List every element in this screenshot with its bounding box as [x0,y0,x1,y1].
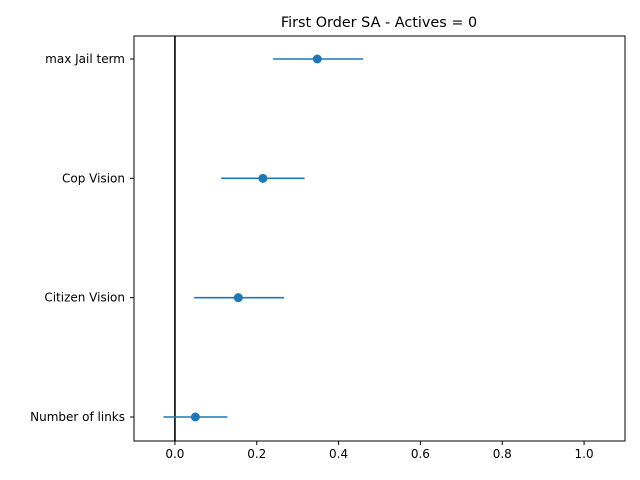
y-tick-label: Cop Vision [62,171,125,185]
data-point [258,173,268,183]
data-point [312,54,322,64]
plot-area: 0.0 0.2 0.4 0.6 0.8 1.0 Number of links Citizen… [30,36,594,461]
x-tick-label: 1.0 [575,447,594,461]
x-tick-label: 0.4 [329,447,348,461]
x-tick-label: 0.2 [247,447,266,461]
y-tick-label: Citizen Vision [44,291,125,305]
y-tick-label: Number of links [30,410,125,424]
data-point [190,412,200,422]
x-tick-label: 0.6 [411,447,430,461]
chart-title: First Order SA - Actives = 0 [281,15,477,31]
x-tick-label: 0.8 [493,447,512,461]
data-point [233,293,243,303]
x-tick-label: 0.0 [165,447,184,461]
y-tick-label: max Jail term [45,52,125,66]
plot-frame [133,35,626,442]
